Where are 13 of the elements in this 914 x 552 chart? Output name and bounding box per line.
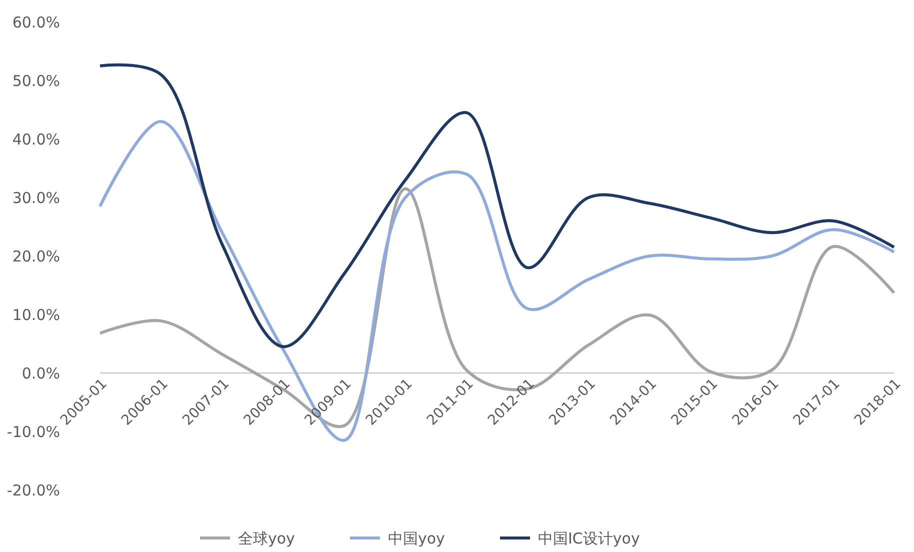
y-tick-label: 10.0% xyxy=(12,306,60,324)
y-tick-label: -10.0% xyxy=(6,422,60,441)
legend-label: 中国yoy xyxy=(388,529,446,548)
y-tick-label: 40.0% xyxy=(12,130,60,148)
y-tick-label: 30.0% xyxy=(12,188,60,207)
y-tick-label: -20.0% xyxy=(6,481,60,500)
y-tick-label: 60.0% xyxy=(12,13,60,32)
y-tick-label: 20.0% xyxy=(12,247,60,266)
y-tick-label: 50.0% xyxy=(12,72,60,90)
legend-label: 全球yoy xyxy=(238,529,296,548)
y-tick-label: 0.0% xyxy=(22,364,60,382)
legend-label: 中国IC设计yoy xyxy=(538,529,640,548)
line-series xyxy=(98,64,896,348)
